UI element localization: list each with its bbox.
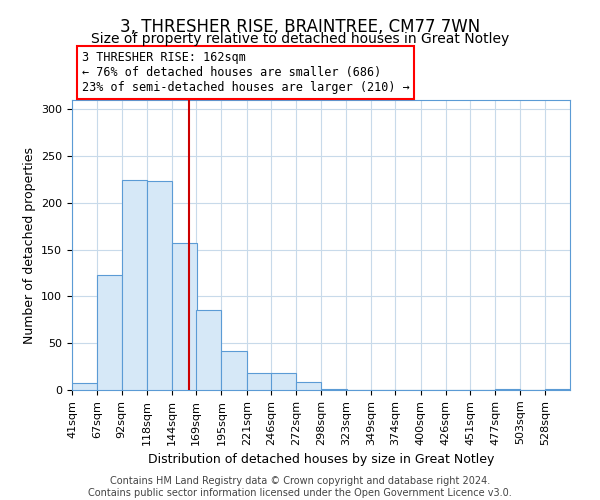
Bar — [196, 310, 221, 390]
Bar — [72, 384, 97, 390]
Bar — [97, 275, 122, 390]
Text: 3 THRESHER RISE: 162sqm
← 76% of detached houses are smaller (686)
23% of semi-d: 3 THRESHER RISE: 162sqm ← 76% of detache… — [82, 51, 410, 94]
Text: Contains HM Land Registry data © Crown copyright and database right 2024.
Contai: Contains HM Land Registry data © Crown c… — [88, 476, 512, 498]
Bar — [221, 350, 247, 390]
Bar — [172, 243, 197, 390]
Bar — [545, 389, 570, 390]
Bar — [296, 382, 322, 390]
Bar — [147, 182, 172, 390]
Bar — [247, 373, 272, 390]
Bar — [271, 373, 296, 390]
Bar — [495, 389, 520, 390]
Text: 3, THRESHER RISE, BRAINTREE, CM77 7WN: 3, THRESHER RISE, BRAINTREE, CM77 7WN — [120, 18, 480, 36]
X-axis label: Distribution of detached houses by size in Great Notley: Distribution of detached houses by size … — [148, 453, 494, 466]
Y-axis label: Number of detached properties: Number of detached properties — [23, 146, 35, 344]
Text: Size of property relative to detached houses in Great Notley: Size of property relative to detached ho… — [91, 32, 509, 46]
Bar — [122, 180, 147, 390]
Bar — [322, 389, 347, 390]
